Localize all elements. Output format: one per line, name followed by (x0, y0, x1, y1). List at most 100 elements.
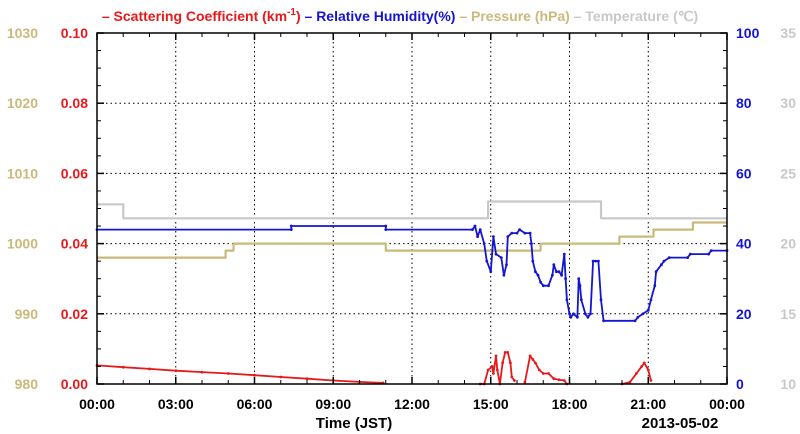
humidity-point (646, 308, 650, 312)
humidity-point (531, 259, 535, 263)
x-tick-label: 00:00 (79, 396, 115, 412)
humidity-point (660, 263, 663, 267)
series-scattering (95, 351, 653, 386)
humidity-point (547, 284, 550, 288)
scattering-point (121, 365, 125, 369)
scattering-point (279, 375, 283, 379)
humidity-point (667, 256, 671, 259)
series-pressure (97, 221, 727, 259)
scattering-point (494, 354, 498, 358)
legend-label-0: Scattering Coefficient (km (114, 8, 287, 24)
humidity-point (502, 273, 506, 277)
date-label: 2013-05-02 (642, 415, 719, 432)
grid (97, 33, 727, 384)
humidity-point (560, 273, 563, 277)
pressure-line (97, 221, 727, 259)
scattering-point (513, 379, 516, 382)
humidity-tick-label: 40 (736, 236, 752, 252)
humidity-point (528, 231, 532, 235)
temperature-tick-label: 30 (780, 95, 796, 111)
humidity-point (686, 256, 689, 259)
humidity-point (557, 270, 561, 274)
series-temperature (97, 200, 727, 220)
humidity-point (471, 228, 474, 232)
humidity-point (478, 228, 482, 232)
scattering-line (96, 364, 384, 384)
scattering-point (552, 377, 556, 381)
temperature-tick-label: 10 (780, 376, 796, 392)
humidity-point (649, 298, 653, 302)
scattering-point (148, 367, 151, 371)
legend-symbol-3: – (570, 8, 586, 24)
pressure-tick-label: 980 (15, 376, 39, 392)
humidity-point (536, 273, 540, 277)
legend: – Scattering Coefficient (km-1) – Relati… (102, 7, 698, 24)
scattering-line (524, 355, 568, 385)
humidity-point (530, 242, 533, 246)
scattering-point (495, 368, 499, 372)
legend-text: – Scattering Coefficient (km-1) – Relati… (102, 7, 698, 24)
scattering-point (506, 351, 510, 354)
humidity-point (589, 312, 592, 316)
humidity-point (709, 249, 713, 253)
humidity-point (476, 235, 479, 239)
legend-label-1: Relative Humidity(%) (316, 8, 455, 24)
humidity-point (482, 242, 486, 246)
humidity-point (583, 312, 587, 316)
humidity-point (384, 224, 388, 228)
humidity-point (489, 270, 493, 274)
humidity-point (564, 277, 567, 281)
humidity-point (555, 270, 558, 274)
humidity-tick-label: 0 (736, 376, 744, 392)
scattering-tick-label: 0.04 (61, 236, 88, 252)
x-tick-label: 06:00 (237, 396, 273, 412)
humidity-point (505, 263, 508, 267)
scattering-point (531, 358, 535, 361)
pressure-tick-label: 1000 (7, 236, 38, 252)
humidity-point (602, 319, 605, 323)
legend-symbol-0: – (102, 8, 114, 24)
legend-symbol-2: – (455, 8, 471, 24)
scattering-point (649, 379, 653, 382)
x-tick-label: 09:00 (315, 396, 351, 412)
legend-label-3: Temperature (℃) (585, 8, 698, 24)
humidity-point (510, 231, 514, 235)
humidity-point (577, 277, 581, 281)
pressure-tick-label: 1020 (7, 95, 38, 111)
scattering-point (510, 375, 514, 379)
pressure-tick-label: 990 (15, 306, 39, 322)
humidity-point (641, 312, 645, 316)
scattering-point (174, 369, 178, 373)
humidity-point (515, 231, 519, 235)
humidity-point (654, 270, 658, 274)
humidity-point (506, 235, 510, 239)
scattering-point (253, 373, 256, 377)
scattering-point (490, 365, 494, 368)
scattering-point (642, 361, 646, 365)
humidity-point (384, 228, 388, 232)
humidity-tick-label: 20 (736, 306, 752, 322)
axis-ticks (96, 32, 728, 385)
pressure-tick-label: 1010 (7, 165, 38, 181)
humidity-point (541, 284, 545, 288)
humidity-point (586, 315, 590, 319)
x-axis-title: Time (JST) (316, 415, 392, 432)
legend-label-2: Pressure (hPa) (471, 8, 570, 24)
humidity-point (562, 252, 566, 256)
scattering-point (635, 372, 638, 375)
scattering-point (547, 372, 550, 375)
humidity-point (653, 284, 657, 288)
scattering-point (628, 380, 632, 384)
scattering-point (492, 372, 495, 375)
scattering-point (640, 365, 644, 368)
scattering-tick-label: 0.02 (61, 306, 88, 322)
humidity-point (534, 270, 537, 274)
humidity-point (552, 263, 556, 267)
x-tick-label: 00:00 (709, 396, 745, 412)
humidity-point (569, 315, 573, 319)
humidity-point (707, 252, 710, 256)
scattering-point (509, 361, 512, 365)
scattering-point (541, 372, 545, 375)
scattering-point (501, 361, 504, 365)
